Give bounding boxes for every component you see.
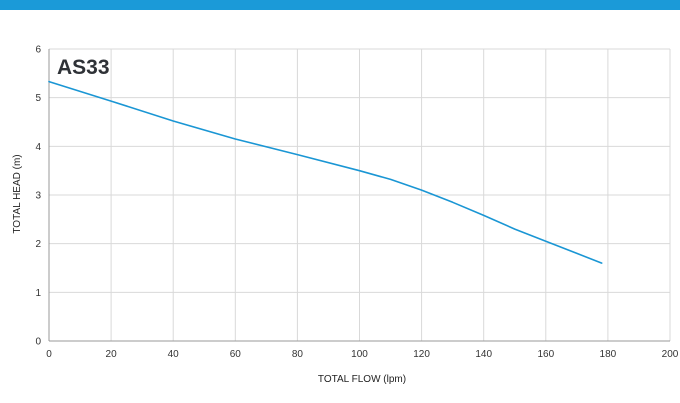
axes	[48, 49, 670, 342]
y-tick-label-4: 4	[35, 142, 41, 153]
x-tick-label-40: 40	[168, 349, 180, 360]
y-tick-label-6: 6	[35, 45, 41, 56]
y-tick-label-2: 2	[35, 239, 41, 250]
grid	[49, 48, 671, 341]
tick-labels: 0 20 40 60 80 100 120 140 160 180 200 0 1 2 3 4 5 6	[35, 45, 678, 361]
x-tick-label-140: 140	[475, 349, 492, 360]
y-axis-title: TOTAL HEAD (m)	[12, 154, 23, 233]
series	[48, 80, 603, 264]
x-tick-label-80: 80	[292, 349, 304, 360]
header-banner	[0, 0, 680, 10]
x-tick-label-180: 180	[600, 349, 617, 360]
x-tick-label-0: 0	[46, 349, 52, 360]
x-tick-label-20: 20	[106, 349, 118, 360]
y-tick-label-0: 0	[35, 337, 41, 348]
x-tick-label-100: 100	[351, 349, 368, 360]
chart-title: AS33	[57, 56, 110, 79]
y-tick-label-1: 1	[35, 288, 41, 299]
x-tick-label-200: 200	[662, 349, 679, 360]
y-tick-label-3: 3	[35, 191, 41, 202]
x-tick-label-120: 120	[413, 349, 430, 360]
y-tick-label-5: 5	[35, 93, 41, 104]
x-tick-label-60: 60	[230, 349, 242, 360]
series-line-0	[48, 80, 603, 264]
x-tick-label-160: 160	[537, 349, 554, 360]
x-axis-title: TOTAL FLOW (lpm)	[318, 374, 406, 385]
